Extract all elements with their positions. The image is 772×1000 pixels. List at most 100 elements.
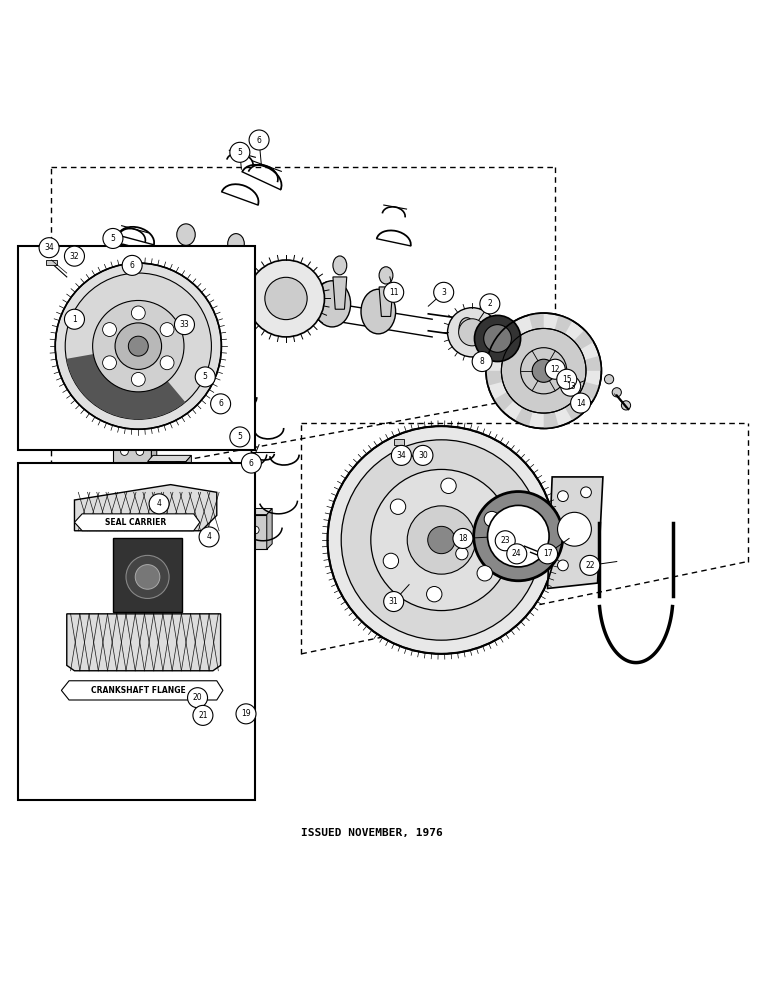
Bar xyxy=(19,246,256,450)
Circle shape xyxy=(501,328,586,413)
Ellipse shape xyxy=(228,234,244,254)
Circle shape xyxy=(520,348,567,394)
Polygon shape xyxy=(74,514,200,531)
Polygon shape xyxy=(267,508,273,549)
Wedge shape xyxy=(577,381,599,400)
Circle shape xyxy=(560,376,581,396)
Polygon shape xyxy=(229,508,273,515)
Circle shape xyxy=(484,325,511,352)
Circle shape xyxy=(621,401,631,410)
Text: ISSUED NOVEMBER, 1976: ISSUED NOVEMBER, 1976 xyxy=(301,828,443,838)
Circle shape xyxy=(383,553,398,569)
Text: 18: 18 xyxy=(458,534,468,543)
Circle shape xyxy=(249,130,269,150)
Circle shape xyxy=(136,448,144,455)
Circle shape xyxy=(472,352,493,372)
Circle shape xyxy=(327,426,555,654)
Text: 22: 22 xyxy=(585,561,594,570)
Wedge shape xyxy=(503,321,524,344)
Text: 20: 20 xyxy=(193,693,202,702)
Circle shape xyxy=(188,688,208,708)
Circle shape xyxy=(211,394,231,414)
Polygon shape xyxy=(147,455,191,462)
Text: 1: 1 xyxy=(72,315,77,324)
Polygon shape xyxy=(547,477,603,588)
Circle shape xyxy=(441,478,456,494)
Text: 14: 14 xyxy=(576,399,585,408)
Circle shape xyxy=(557,560,568,571)
Circle shape xyxy=(199,527,219,547)
Circle shape xyxy=(103,228,123,248)
Polygon shape xyxy=(177,246,195,283)
Polygon shape xyxy=(229,515,267,549)
Text: 4: 4 xyxy=(207,532,212,541)
Circle shape xyxy=(196,500,204,508)
Circle shape xyxy=(120,448,128,455)
Text: 24: 24 xyxy=(512,549,522,558)
Circle shape xyxy=(103,323,117,336)
Circle shape xyxy=(557,512,591,546)
Circle shape xyxy=(242,453,262,473)
Text: 6: 6 xyxy=(218,399,223,408)
Circle shape xyxy=(448,308,496,357)
Circle shape xyxy=(252,526,259,534)
Text: 3: 3 xyxy=(442,288,446,297)
Text: 5: 5 xyxy=(110,234,115,243)
Text: 13: 13 xyxy=(566,382,575,391)
Bar xyxy=(19,463,256,800)
Circle shape xyxy=(581,487,591,498)
Ellipse shape xyxy=(256,271,293,321)
Circle shape xyxy=(428,526,455,554)
Circle shape xyxy=(475,315,520,362)
Circle shape xyxy=(434,282,454,302)
Circle shape xyxy=(571,393,591,413)
Circle shape xyxy=(384,282,404,302)
Circle shape xyxy=(265,277,307,320)
Circle shape xyxy=(484,511,499,527)
Ellipse shape xyxy=(333,256,347,275)
Wedge shape xyxy=(543,408,559,428)
Circle shape xyxy=(149,494,169,514)
Ellipse shape xyxy=(361,289,395,334)
Circle shape xyxy=(230,427,250,447)
Circle shape xyxy=(236,526,244,534)
Polygon shape xyxy=(188,488,227,523)
Ellipse shape xyxy=(313,281,350,327)
Text: 5: 5 xyxy=(203,372,208,381)
Ellipse shape xyxy=(177,224,195,245)
Circle shape xyxy=(103,356,117,370)
Polygon shape xyxy=(333,277,347,309)
Circle shape xyxy=(212,500,219,508)
Circle shape xyxy=(612,388,621,397)
Ellipse shape xyxy=(105,256,136,298)
Wedge shape xyxy=(488,342,510,361)
Polygon shape xyxy=(151,430,157,471)
Circle shape xyxy=(453,528,473,548)
Circle shape xyxy=(135,565,160,589)
Text: 5: 5 xyxy=(238,432,242,441)
Circle shape xyxy=(384,592,404,612)
Text: 4: 4 xyxy=(157,499,161,508)
Circle shape xyxy=(160,356,174,370)
Circle shape xyxy=(477,566,493,581)
Circle shape xyxy=(230,142,250,162)
Polygon shape xyxy=(113,436,151,471)
Circle shape xyxy=(604,375,614,384)
Circle shape xyxy=(557,491,568,502)
Wedge shape xyxy=(554,315,573,337)
Text: 30: 30 xyxy=(418,451,428,460)
Text: 2: 2 xyxy=(487,299,493,308)
Circle shape xyxy=(195,367,215,387)
Ellipse shape xyxy=(201,261,240,311)
Circle shape xyxy=(126,555,169,598)
Bar xyxy=(46,260,57,265)
Circle shape xyxy=(131,372,145,386)
Bar xyxy=(113,538,182,612)
Circle shape xyxy=(580,555,600,575)
Text: 19: 19 xyxy=(241,709,251,718)
Circle shape xyxy=(39,238,59,258)
Circle shape xyxy=(122,255,142,275)
Text: 6: 6 xyxy=(249,459,254,468)
Circle shape xyxy=(459,319,486,346)
Polygon shape xyxy=(66,614,221,671)
